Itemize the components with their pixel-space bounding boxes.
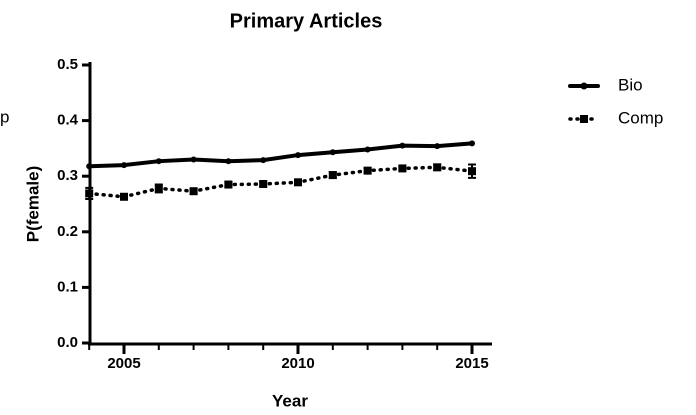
marker <box>85 189 94 198</box>
marker <box>295 152 301 159</box>
marker <box>224 180 233 189</box>
marker <box>294 178 302 187</box>
x-tick-label: 2015 <box>455 355 488 372</box>
marker <box>398 164 407 173</box>
marker <box>364 146 371 153</box>
marker <box>469 140 475 147</box>
marker <box>86 163 93 170</box>
marker <box>155 158 162 165</box>
y-tick-label: 0.0 <box>57 334 78 351</box>
y-tick-label: 0.5 <box>57 56 78 73</box>
marker <box>329 149 336 156</box>
marker <box>434 143 441 150</box>
legend-label: Comp <box>618 108 663 127</box>
marker <box>468 167 476 176</box>
annotation: p <box>0 107 9 126</box>
y-axis-title: P(female) <box>23 166 42 243</box>
marker <box>189 187 198 196</box>
chart-title: Primary Articles <box>230 10 383 32</box>
y-tick-label: 0.3 <box>57 167 78 184</box>
marker <box>260 157 267 164</box>
legend-label: Bio <box>618 75 643 94</box>
marker <box>154 184 163 193</box>
marker <box>328 171 337 180</box>
marker <box>433 163 442 172</box>
y-tick-label: 0.1 <box>57 278 78 295</box>
y-tick-label: 0.4 <box>57 112 79 129</box>
marker <box>225 158 232 165</box>
legend-marker <box>580 115 588 123</box>
y-tick-label: 0.2 <box>57 223 78 240</box>
marker <box>190 156 197 163</box>
series-line <box>87 141 474 169</box>
legend-marker <box>580 82 588 90</box>
marker <box>259 179 268 188</box>
marker <box>399 142 406 149</box>
x-tick-label: 2005 <box>107 355 140 372</box>
series-line <box>87 165 474 199</box>
x-tick-label: 2010 <box>281 355 314 372</box>
marker <box>121 162 127 169</box>
marker <box>363 166 372 175</box>
x-axis-title: Year <box>272 391 308 410</box>
marker <box>120 192 128 201</box>
